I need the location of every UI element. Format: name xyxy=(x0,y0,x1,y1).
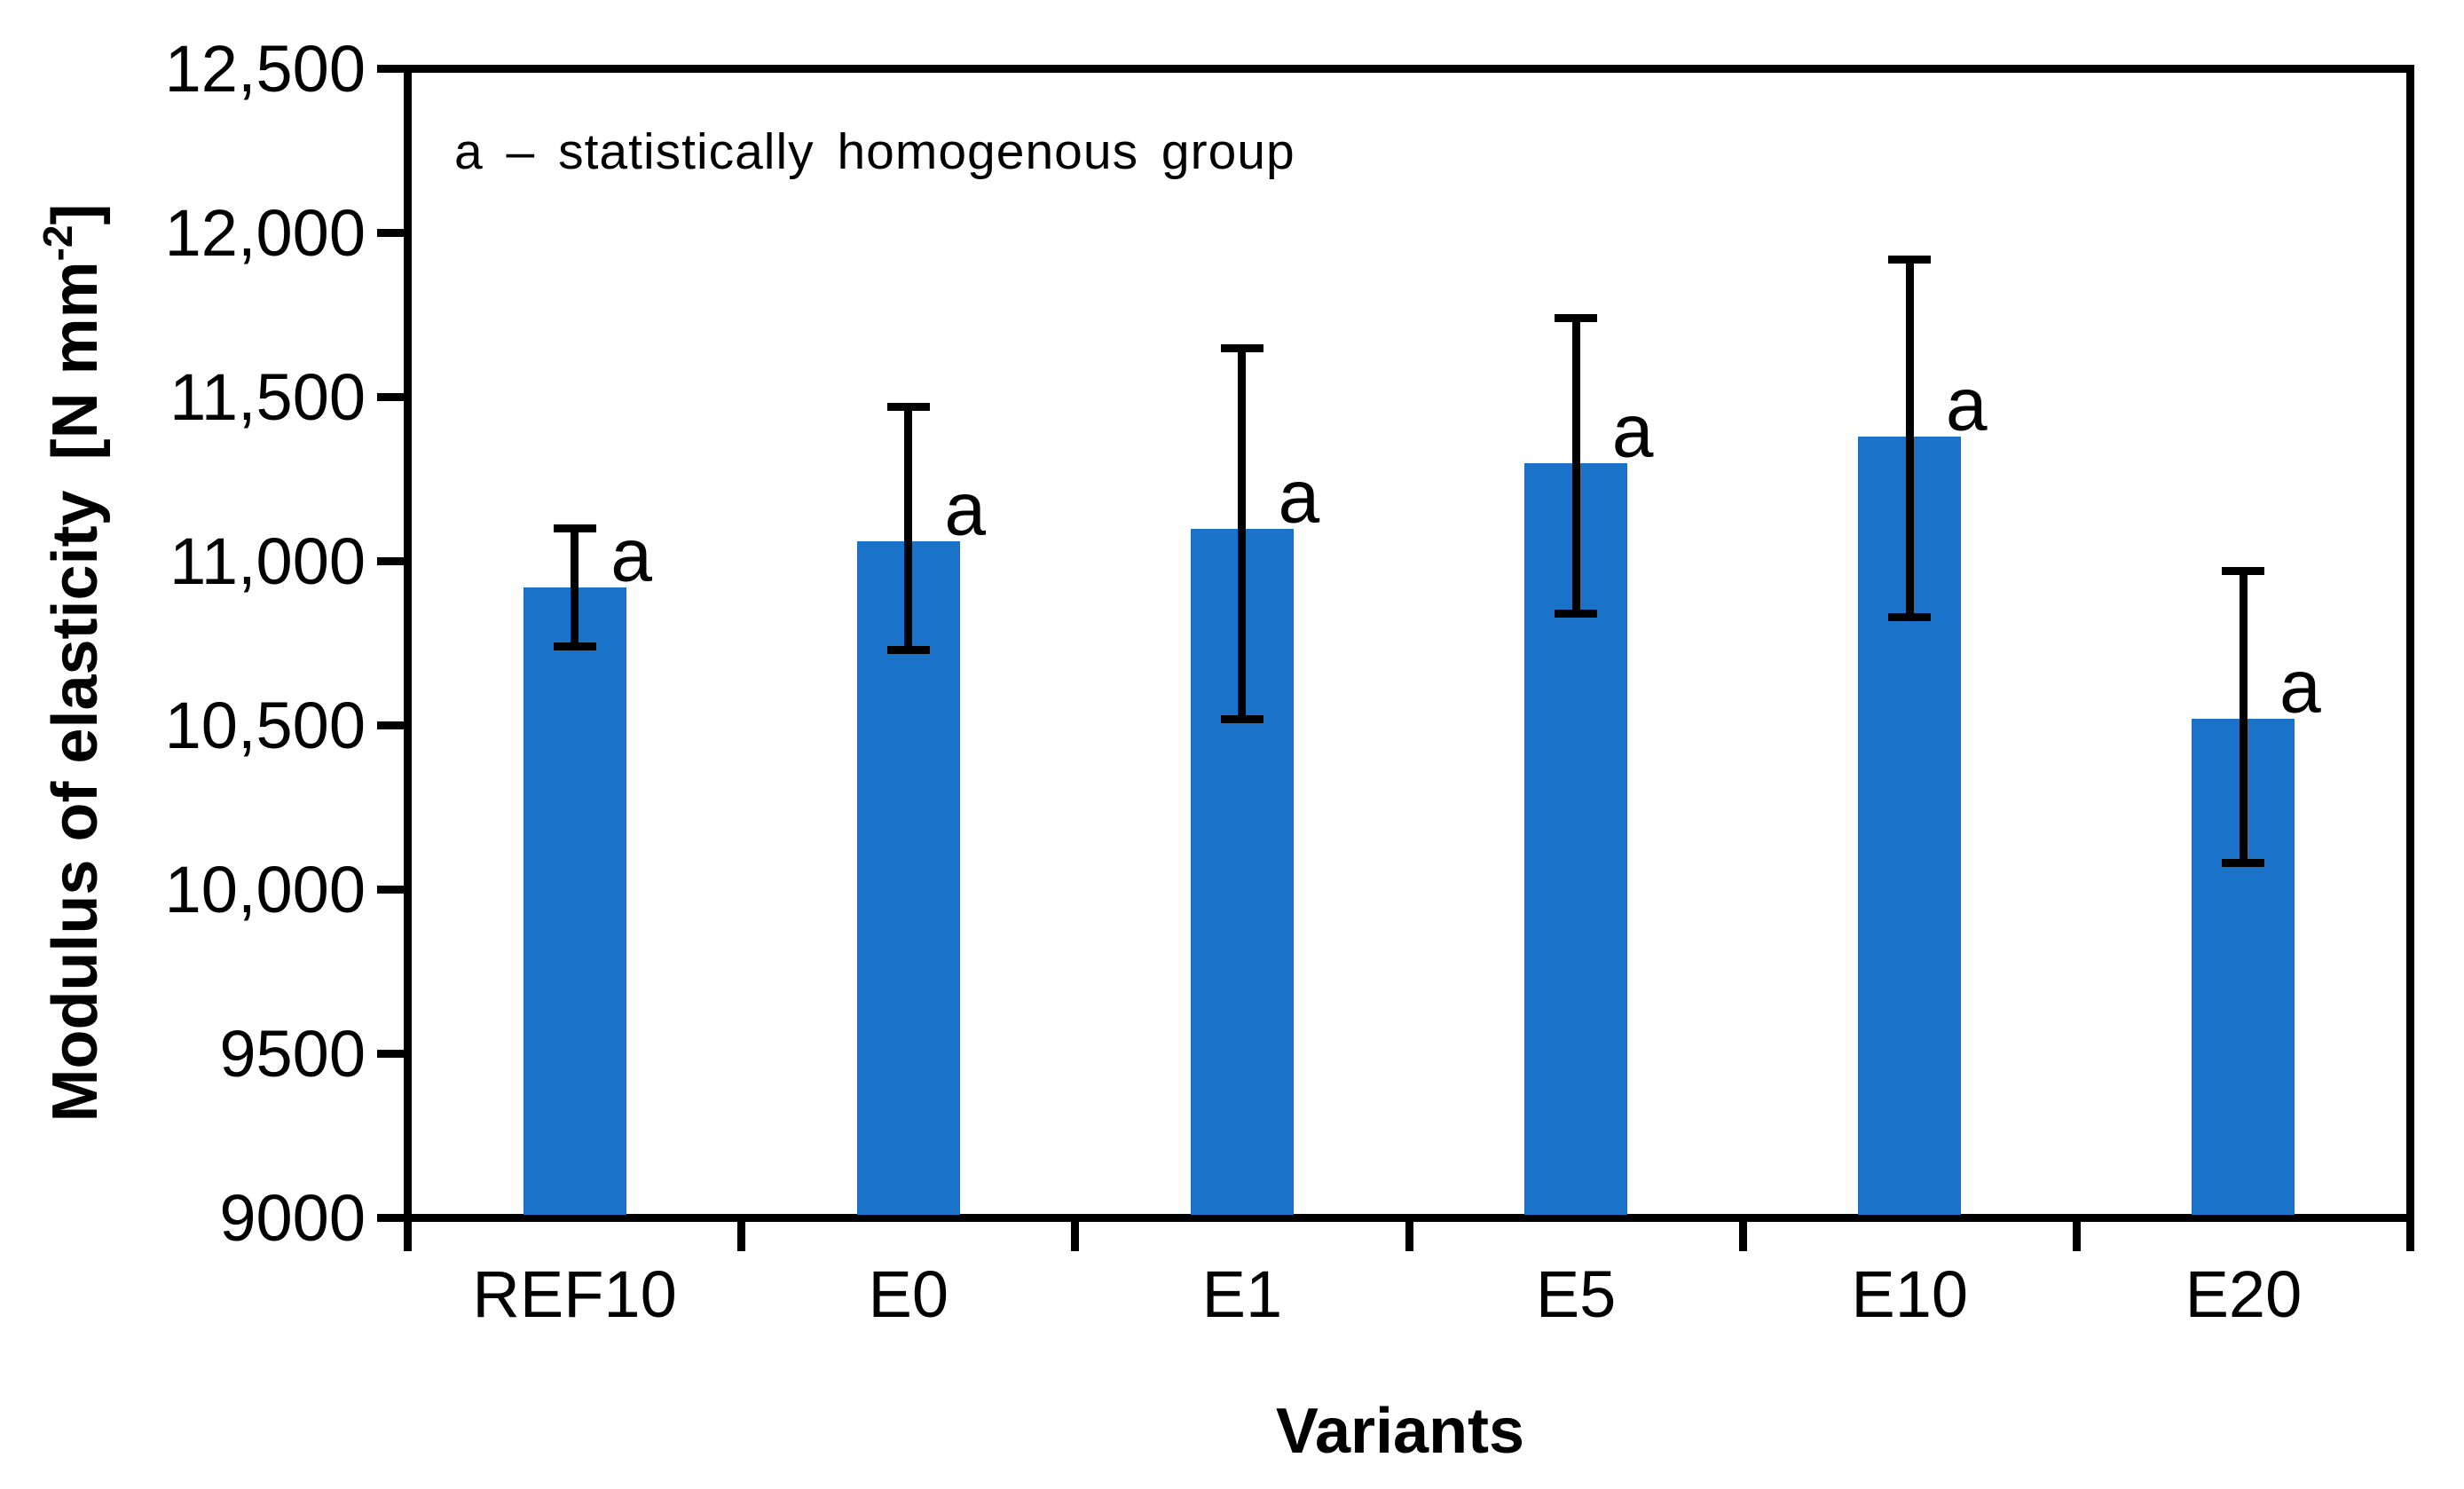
error-bar-stem-E5 xyxy=(1571,318,1580,614)
error-bar-cap-top-E10 xyxy=(1888,255,1932,264)
y-axis-tick xyxy=(377,393,405,401)
plot-area-border xyxy=(404,65,2414,1222)
error-bar-cap-bottom-E1 xyxy=(1220,714,1263,723)
group-letter-E20: a xyxy=(2279,644,2321,729)
error-bar-cap-top-E5 xyxy=(1555,314,1598,323)
error-bar-stem-E10 xyxy=(1905,259,1914,618)
group-letter-E10: a xyxy=(1945,362,1988,446)
y-axis-tick-label: 12,500 xyxy=(164,31,366,106)
error-bar-stem-E0 xyxy=(904,406,913,650)
y-axis-tick-label: 10,500 xyxy=(164,688,366,762)
error-bar-cap-top-E20 xyxy=(2222,567,2265,576)
y-axis-tick xyxy=(377,721,405,729)
x-axis-tick xyxy=(2072,1222,2081,1251)
y-axis-tick xyxy=(377,1214,405,1222)
error-bar-stem-E20 xyxy=(2239,571,2248,863)
category-label-E0: E0 xyxy=(868,1257,949,1331)
y-axis-tick xyxy=(377,65,405,73)
statistical-group-annotation: a – statistically homogenous group xyxy=(454,123,1295,180)
error-bar-stem-REF10 xyxy=(571,528,579,647)
category-label-E1: E1 xyxy=(1201,1257,1283,1331)
y-axis-title: Modulus of elasticity[N mm-2] xyxy=(34,204,112,1123)
error-bar-cap-top-REF10 xyxy=(553,524,596,532)
group-letter-E1: a xyxy=(1278,454,1320,538)
y-axis-tick xyxy=(377,886,405,894)
error-bar-cap-bottom-E20 xyxy=(2222,859,2265,868)
y-axis-tick-label: 12,000 xyxy=(164,195,366,270)
category-label-E5: E5 xyxy=(1535,1257,1617,1331)
error-bar-stem-E1 xyxy=(1238,348,1247,720)
category-label-E20: E20 xyxy=(2185,1257,2303,1331)
error-bar-cap-bottom-E0 xyxy=(886,645,930,654)
group-letter-E0: a xyxy=(944,467,987,551)
x-axis-tick xyxy=(1738,1222,1747,1251)
x-axis-tick xyxy=(2406,1222,2414,1251)
x-axis-tick xyxy=(737,1222,746,1251)
y-axis-tick-label: 10,000 xyxy=(164,852,366,926)
error-bar-cap-top-E1 xyxy=(1220,343,1263,352)
y-axis-tick xyxy=(377,1050,405,1058)
x-axis-tick xyxy=(1405,1222,1413,1251)
group-letter-REF10: a xyxy=(610,513,652,597)
bar-REF10 xyxy=(523,587,626,1215)
x-axis-tick xyxy=(1071,1222,1080,1251)
x-axis-tick xyxy=(404,1222,412,1251)
category-label-REF10: REF10 xyxy=(472,1257,677,1331)
error-bar-cap-bottom-E5 xyxy=(1555,610,1598,618)
y-axis-tick-label: 11,500 xyxy=(169,359,366,434)
error-bar-cap-bottom-E10 xyxy=(1888,612,1932,621)
y-axis-tick-label: 9500 xyxy=(219,1016,366,1091)
y-axis-tick xyxy=(377,557,405,565)
group-letter-E5: a xyxy=(1611,389,1654,472)
error-bar-cap-top-E0 xyxy=(886,403,930,412)
y-axis-tick xyxy=(377,229,405,237)
error-bar-cap-bottom-REF10 xyxy=(553,642,596,651)
y-axis-unit-exponent: -2 xyxy=(35,225,81,262)
category-label-E10: E10 xyxy=(1851,1257,1969,1331)
y-axis-tick-label: 11,000 xyxy=(169,524,366,598)
x-axis-title: Variants xyxy=(1275,1396,1525,1467)
y-axis-tick-label: 9000 xyxy=(219,1180,366,1255)
